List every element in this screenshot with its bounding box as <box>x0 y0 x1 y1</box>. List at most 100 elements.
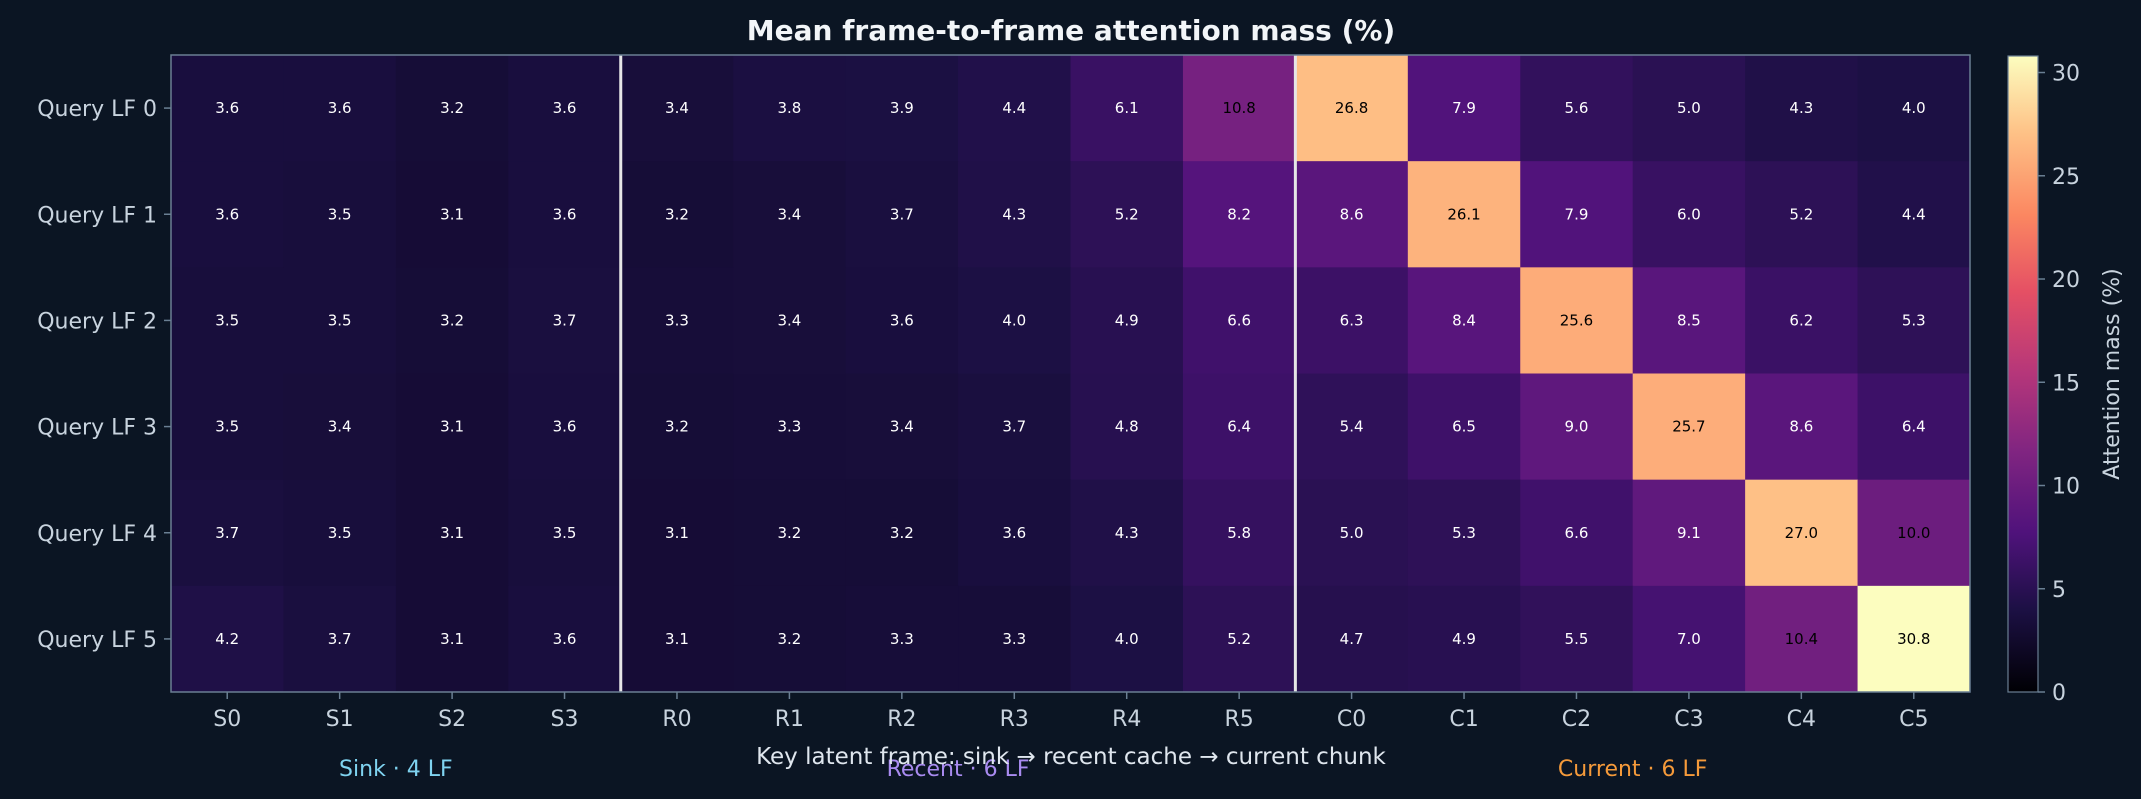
cell-value-label: 3.6 <box>215 205 239 223</box>
cell-value-label: 3.2 <box>777 524 801 542</box>
heatmap-cell <box>1295 373 1409 481</box>
plot-frame <box>170 54 1971 693</box>
colorbar-tick-label: 20 <box>2052 268 2080 293</box>
heatmap-cell <box>171 373 284 481</box>
cell-value-label: 5.2 <box>1227 630 1251 648</box>
cell-value-label: 3.3 <box>890 630 914 648</box>
heatmap-cell <box>395 585 509 693</box>
cell-value-label: 3.2 <box>440 99 464 117</box>
heatmap-cell <box>1745 161 1859 268</box>
cell-value-label: 3.1 <box>440 524 464 542</box>
cell-value-label: 3.2 <box>665 205 689 223</box>
cell-value-label: 6.6 <box>1565 524 1589 542</box>
x-tick-label: S3 <box>551 707 579 732</box>
cell-value-label: 3.5 <box>328 524 352 542</box>
cell-value-label: 4.9 <box>1452 630 1476 648</box>
cell-value-label: 7.0 <box>1677 630 1701 648</box>
colorbar-tick-label: 0 <box>2052 681 2066 706</box>
cell-value-label: 8.6 <box>1340 205 1364 223</box>
colorbar-ticks: 0 5 10 15 20 25 30 <box>2038 62 2080 706</box>
cell-value-label: 3.6 <box>215 99 239 117</box>
heatmap-cell <box>395 161 509 268</box>
x-axis-label: Key latent frame: sink → recent cache → … <box>756 744 1386 770</box>
y-tick-label: Query LF 3 <box>37 416 157 441</box>
cell-value-label: 3.4 <box>890 418 914 436</box>
heatmap-cell <box>620 55 734 162</box>
cell-value-label: 3.9 <box>890 99 914 117</box>
heatmap-cell <box>733 55 847 162</box>
heatmap-cell <box>1407 267 1521 374</box>
heatmap-cell <box>283 373 397 481</box>
cell-value-label: 6.5 <box>1452 418 1476 436</box>
cell-value-label: 4.3 <box>1115 524 1139 542</box>
cell-value-label: 5.2 <box>1115 205 1139 223</box>
cell-value-label: 3.2 <box>440 311 464 329</box>
heatmap-cell <box>845 267 959 374</box>
heatmap-cell <box>1520 267 1634 374</box>
cell-value-label: 6.0 <box>1677 205 1701 223</box>
x-tick-label: R2 <box>887 707 916 732</box>
cell-value-label: 3.6 <box>890 311 914 329</box>
heatmap-cell <box>1070 55 1184 162</box>
heatmap-cell <box>171 479 284 587</box>
heatmap-cell <box>1520 55 1634 162</box>
heatmap-cell <box>733 267 847 374</box>
cell-value-label: 5.3 <box>1902 311 1926 329</box>
cell-value-label: 3.7 <box>553 311 577 329</box>
heatmap-cell <box>283 267 397 374</box>
x-tick-label: C2 <box>1562 707 1591 732</box>
heatmap-cell <box>171 161 284 268</box>
heatmap-cell <box>958 55 1071 162</box>
x-tick-label: C0 <box>1337 707 1366 732</box>
cell-value-label: 3.5 <box>215 418 239 436</box>
y-tick-label: Query LF 0 <box>37 97 157 122</box>
cell-value-label: 3.5 <box>328 311 352 329</box>
heatmap-cell <box>508 373 622 481</box>
group-label: Current · 6 LF <box>1558 757 1708 782</box>
heatmap-cell <box>1745 373 1859 481</box>
cell-value-label: 25.6 <box>1560 311 1593 329</box>
heatmap-cell <box>1520 479 1634 587</box>
cell-value-label: 5.5 <box>1565 630 1589 648</box>
y-axis-tick-labels: Query LF 0 Query LF 1 Query LF 2 Query LF 3… <box>37 97 171 653</box>
heatmap-cell <box>283 479 397 587</box>
cell-value-label: 5.8 <box>1227 524 1251 542</box>
cell-value-label: 3.6 <box>553 99 577 117</box>
cell-value-label: 5.4 <box>1340 418 1364 436</box>
cell-value-label: 4.4 <box>1002 99 1026 117</box>
heatmap-cell <box>958 267 1071 374</box>
heatmap-cell <box>1070 479 1184 587</box>
x-tick-label: C4 <box>1787 707 1816 732</box>
cell-value-label: 3.2 <box>665 418 689 436</box>
x-tick-label: R4 <box>1112 707 1141 732</box>
x-tick-label: S1 <box>326 707 354 732</box>
cell-value-label: 3.8 <box>777 99 801 117</box>
cell-value-label: 26.8 <box>1335 99 1368 117</box>
cell-value-label: 4.9 <box>1115 311 1139 329</box>
heatmap-cell <box>395 55 509 162</box>
heatmap-cell <box>1070 267 1184 374</box>
cell-value-label: 3.3 <box>665 311 689 329</box>
colorbar-tick-label: 10 <box>2052 475 2080 500</box>
heatmap-cell <box>1632 267 1746 374</box>
heatmap-cell <box>1407 55 1521 162</box>
cell-value-label: 3.6 <box>553 418 577 436</box>
heatmap-cell <box>283 161 397 268</box>
cell-value-label: 4.0 <box>1902 99 1926 117</box>
cell-value-label: 4.0 <box>1002 311 1026 329</box>
heatmap-cell <box>958 585 1071 693</box>
heatmap-cell <box>733 585 847 693</box>
colorbar-tick-label: 30 <box>2052 62 2080 87</box>
heatmap-cell <box>1857 161 1971 268</box>
heatmap-cell <box>508 585 622 693</box>
colorbar-tick-label: 25 <box>2052 165 2080 190</box>
cell-value-label: 8.5 <box>1677 311 1701 329</box>
x-tick-label: S0 <box>213 707 241 732</box>
cell-value-label: 7.9 <box>1452 99 1476 117</box>
cell-value-label: 3.4 <box>777 205 801 223</box>
heatmap-cell <box>845 55 959 162</box>
heatmap-cell <box>620 479 734 587</box>
colorbar-tick-label: 5 <box>2052 578 2066 603</box>
x-tick-label: R0 <box>662 707 691 732</box>
heatmap-cell <box>1070 585 1184 693</box>
